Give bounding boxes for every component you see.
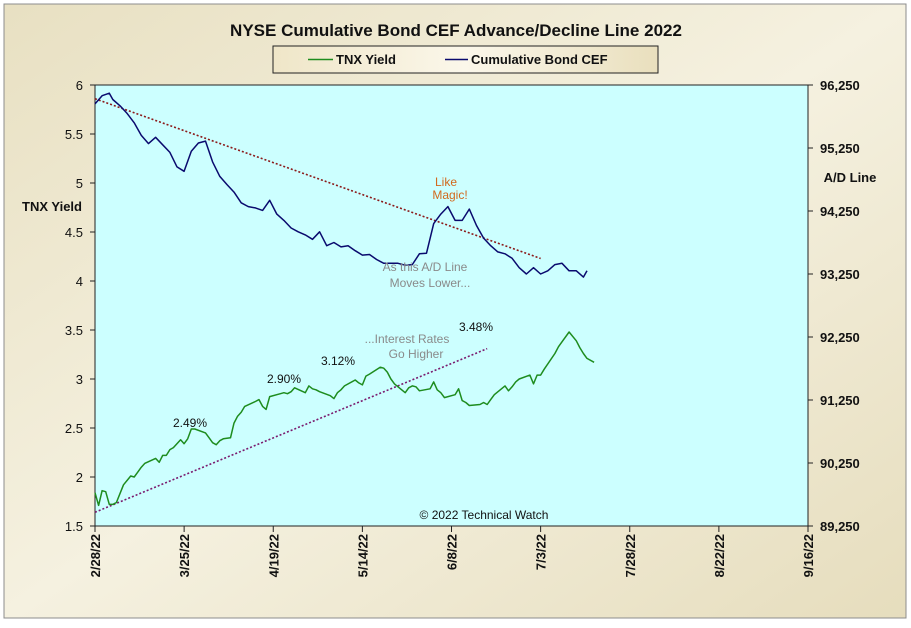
annotations: Like Magic! As this A/D Line Moves Lower… [173,175,548,522]
y-left-tick-label: 5 [76,176,83,191]
legend-label-cef: Cumulative Bond CEF [471,52,608,67]
x-tick-label: 5/14/22 [355,534,370,577]
y-left-ticks: 1.5 2 2.5 3 3.5 4 4.5 5 5.5 6 [65,78,95,534]
legend: TNX Yield Cumulative Bond CEF [272,45,659,74]
y-left-tick-label: 3 [76,372,83,387]
y-right-axis-label: A/D Line [824,170,877,185]
x-tick-label: 3/25/22 [177,534,192,577]
y-right-ticks: 89,250 90,250 91,250 92,250 93,250 94,250 95,2… [808,78,860,534]
y-left-tick-label: 6 [76,78,83,93]
plot-area [94,84,809,527]
peak-label-4: 3.48% [459,320,493,334]
annotation-go-higher: Go Higher [389,347,444,361]
y-right-tick-label: 94,250 [820,204,860,219]
trendlines [94,97,541,514]
y-right-tick-label: 89,250 [820,519,860,534]
legend-label-tnx: TNX Yield [336,52,396,67]
y-right-tick-label: 95,250 [820,141,860,156]
x-tick-label: 7/28/22 [623,534,638,577]
annotation-ad-line: As this A/D Line [383,260,468,274]
x-tick-label: 6/8/22 [445,534,460,570]
series-lines [94,92,595,507]
x-tick-label: 8/22/22 [712,534,727,577]
trendline-upper [94,97,541,260]
x-tick-label: 2/28/22 [88,534,103,577]
annotation-like: Like [435,175,457,189]
y-left-axis-label: TNX Yield [22,199,82,214]
x-tick-label: 4/19/22 [266,534,281,577]
copyright-text: © 2022 Technical Watch [420,508,549,522]
chart-title: NYSE Cumulative Bond CEF Advance/Decline… [230,21,682,40]
x-tick-label: 7/3/22 [534,534,549,570]
annotation-interest-rates: ...Interest Rates [365,332,450,346]
y-right-tick-label: 92,250 [820,330,860,345]
y-right-tick-label: 96,250 [820,78,860,93]
peak-label-3: 3.12% [321,354,355,368]
y-left-tick-label: 4 [76,274,83,289]
annotation-moves-lower: Moves Lower... [390,276,471,290]
y-right-tick-label: 91,250 [820,393,860,408]
y-left-tick-label: 1.5 [65,519,83,534]
annotation-magic: Magic! [432,188,467,202]
y-left-tick-label: 2 [76,470,83,485]
y-left-tick-label: 4.5 [65,225,83,240]
series-line-tnx-yield [94,331,595,507]
trendline-lower [94,347,488,514]
x-tick-label: 9/16/22 [801,534,816,577]
peak-label-1: 2.49% [173,416,207,430]
y-left-tick-label: 3.5 [65,323,83,338]
y-left-tick-label: 2.5 [65,421,83,436]
peak-label-2: 2.90% [267,372,301,386]
y-left-tick-label: 5.5 [65,127,83,142]
series-line-cumulative-bond-cef [94,92,588,278]
y-right-tick-label: 90,250 [820,456,860,471]
x-ticks: 2/28/22 3/25/22 4/19/22 5/14/22 6/8/22 7/3/22… [88,526,816,577]
y-right-tick-label: 93,250 [820,267,860,282]
